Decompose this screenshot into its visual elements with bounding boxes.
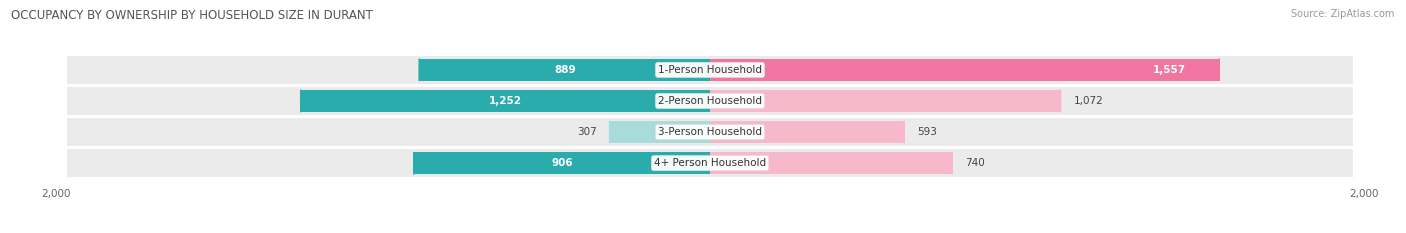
Text: 906: 906 [551, 158, 572, 168]
Bar [67, 87, 1353, 115]
Bar [67, 149, 1353, 177]
Text: Source: ZipAtlas.com: Source: ZipAtlas.com [1291, 9, 1395, 19]
Bar [67, 56, 1353, 84]
Text: 307: 307 [576, 127, 596, 137]
Bar [413, 152, 710, 174]
Text: 1-Person Household: 1-Person Household [658, 65, 762, 75]
Text: 2-Person Household: 2-Person Household [658, 96, 762, 106]
Text: 1,072: 1,072 [1074, 96, 1104, 106]
Text: 3-Person Household: 3-Person Household [658, 127, 762, 137]
Text: 889: 889 [554, 65, 575, 75]
Bar [419, 59, 710, 81]
Bar [710, 152, 952, 174]
Bar [67, 118, 1353, 146]
Bar [710, 90, 1060, 112]
Bar [610, 121, 710, 143]
Text: 1,557: 1,557 [1153, 65, 1187, 75]
Text: OCCUPANCY BY OWNERSHIP BY HOUSEHOLD SIZE IN DURANT: OCCUPANCY BY OWNERSHIP BY HOUSEHOLD SIZE… [11, 9, 373, 22]
Text: 740: 740 [965, 158, 984, 168]
Text: 593: 593 [917, 127, 936, 137]
Bar [301, 90, 710, 112]
Bar [710, 121, 904, 143]
Text: 4+ Person Household: 4+ Person Household [654, 158, 766, 168]
Bar [710, 59, 1219, 81]
Text: 1,252: 1,252 [489, 96, 522, 106]
